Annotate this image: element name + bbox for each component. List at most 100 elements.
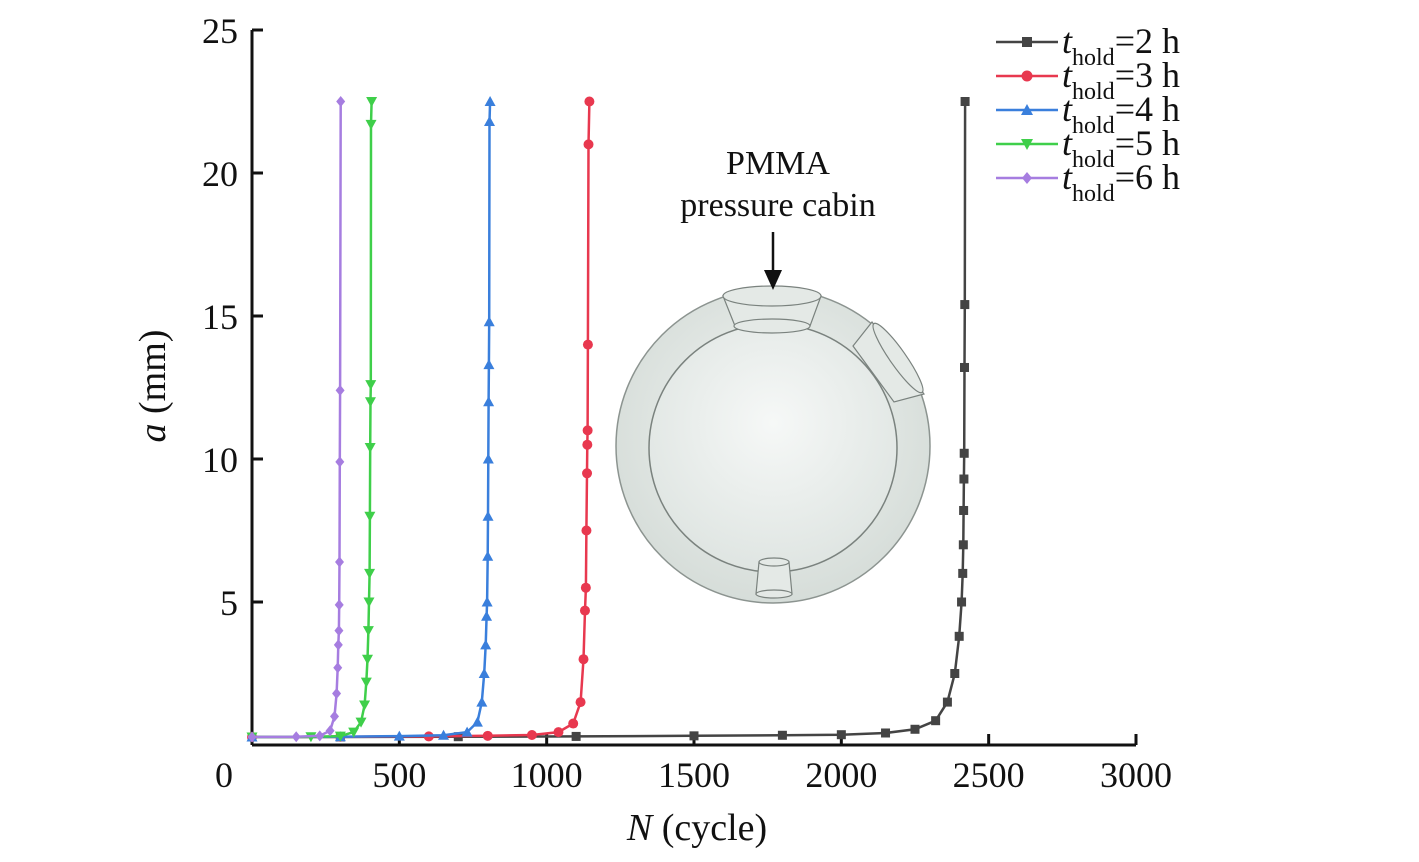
data-point xyxy=(575,697,586,708)
data-point xyxy=(476,696,488,707)
inset-arrow-head xyxy=(764,270,782,290)
series-line xyxy=(251,101,373,739)
data-point xyxy=(1021,70,1033,82)
data-point xyxy=(365,380,377,391)
data-point xyxy=(910,724,920,734)
data-point xyxy=(366,97,378,107)
data-point xyxy=(360,677,372,688)
data-point xyxy=(483,316,495,327)
data-point xyxy=(364,397,376,408)
legend-label: thold=4 h xyxy=(1062,89,1180,139)
data-point xyxy=(348,727,360,738)
x-axis-title: N (cycle) xyxy=(626,807,767,849)
data-point xyxy=(583,139,594,150)
data-point xyxy=(363,597,375,608)
legend-label: thold=3 h xyxy=(1062,55,1180,105)
data-point xyxy=(483,396,495,407)
legend-item: thold=4 h xyxy=(996,89,1180,139)
data-point xyxy=(582,468,593,479)
x-tick-label: 3000 xyxy=(1100,755,1172,795)
x-tick-label: 2500 xyxy=(953,755,1025,795)
x-tick-label: 500 xyxy=(372,755,426,795)
data-point xyxy=(336,96,346,107)
series-line xyxy=(251,101,342,739)
data-point xyxy=(960,300,970,310)
data-point xyxy=(581,525,592,536)
y-tick-label: 5 xyxy=(220,583,238,623)
inset-title-line1: PMMA xyxy=(726,145,830,182)
data-point xyxy=(553,727,564,738)
legend-item: thold=2 h xyxy=(996,21,1180,71)
data-point xyxy=(481,610,493,621)
x-tick-label: 1500 xyxy=(658,755,730,795)
data-point xyxy=(482,730,493,741)
data-point xyxy=(364,568,376,579)
data-point xyxy=(958,540,968,550)
data-point xyxy=(1022,37,1032,47)
legend-label: thold=5 h xyxy=(1062,123,1180,173)
data-point xyxy=(1022,172,1032,184)
cabin-inner-shell xyxy=(648,323,898,573)
data-point xyxy=(950,669,960,678)
y-axis-title: a (mm) xyxy=(132,330,174,443)
data-point xyxy=(393,730,405,741)
data-point xyxy=(881,728,891,738)
data-point xyxy=(333,639,343,651)
data-point xyxy=(959,505,969,515)
data-point xyxy=(579,605,590,616)
y-tick-label: 15 xyxy=(202,297,238,337)
data-point xyxy=(942,697,952,707)
data-point xyxy=(334,731,346,742)
data-point xyxy=(332,688,342,700)
legend-item: thold=3 h xyxy=(996,55,1180,105)
data-point xyxy=(836,730,846,740)
data-point xyxy=(364,443,376,454)
series-2 xyxy=(247,96,595,742)
data-point xyxy=(482,453,494,464)
legend-label: thold=6 h xyxy=(1062,157,1180,207)
data-point xyxy=(291,731,301,743)
data-point xyxy=(777,730,787,740)
data-point xyxy=(333,662,343,674)
data-point xyxy=(960,362,970,372)
data-point xyxy=(582,425,593,436)
data-point xyxy=(571,731,581,741)
data-point xyxy=(481,596,493,607)
data-point xyxy=(482,510,494,521)
data-point xyxy=(689,731,699,741)
cabin-top-window xyxy=(722,285,822,334)
data-point xyxy=(960,97,970,106)
data-point xyxy=(362,626,374,637)
data-point xyxy=(959,474,969,484)
data-point xyxy=(471,716,483,727)
data-point xyxy=(954,631,964,641)
data-point xyxy=(958,568,968,578)
data-point xyxy=(478,668,490,678)
pressure-cabin-illustration: PMMA pressure cabin xyxy=(615,145,931,604)
data-point xyxy=(582,339,593,350)
data-point xyxy=(480,639,492,650)
series-line xyxy=(251,101,591,739)
data-point xyxy=(584,96,595,107)
data-point xyxy=(568,718,579,729)
x-tick-label: 2000 xyxy=(805,755,877,795)
data-point xyxy=(1021,139,1033,150)
data-point xyxy=(247,731,257,743)
data-point xyxy=(325,725,335,737)
series-line xyxy=(252,101,967,739)
data-point xyxy=(582,439,593,450)
data-point xyxy=(335,556,345,568)
data-point xyxy=(482,550,494,561)
legend-label: thold=2 h xyxy=(1062,21,1180,71)
y-tick-label: 10 xyxy=(202,440,238,480)
series-3 xyxy=(246,96,496,742)
data-point xyxy=(359,700,371,711)
data-point xyxy=(461,726,473,737)
plot-area xyxy=(246,96,970,743)
data-point xyxy=(355,717,367,728)
cabin-side-window xyxy=(852,321,925,403)
legend-item: thold=5 h xyxy=(996,123,1180,173)
cabin-bottom-window xyxy=(755,557,793,599)
legend-item: thold=6 h xyxy=(996,157,1180,207)
